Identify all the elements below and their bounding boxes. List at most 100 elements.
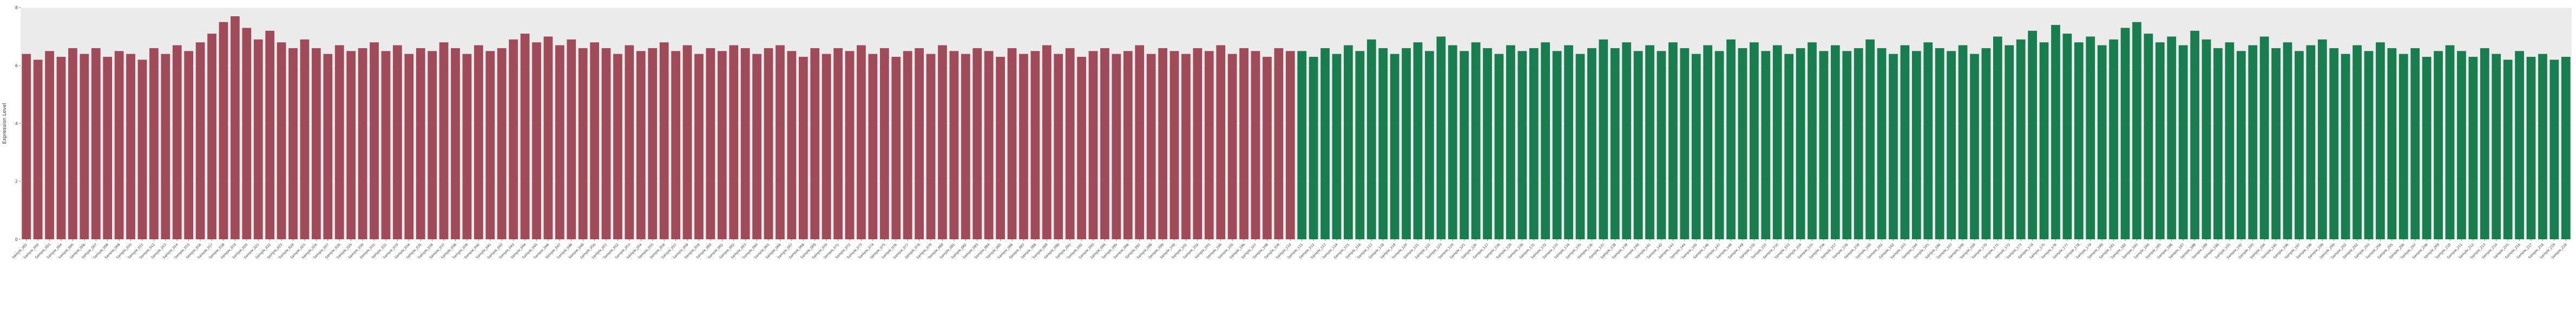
bar <box>231 16 240 240</box>
bar <box>2109 39 2118 239</box>
bar <box>2028 30 2037 240</box>
bar <box>1714 51 1724 239</box>
bar <box>810 48 820 240</box>
bar <box>2515 51 2524 239</box>
bar <box>253 39 263 239</box>
bar <box>532 42 541 239</box>
bar <box>857 45 866 240</box>
bar <box>729 45 739 240</box>
bar <box>1146 54 1156 239</box>
bar <box>1100 48 1109 240</box>
bar <box>2248 45 2258 240</box>
bar <box>2295 51 2304 239</box>
bar <box>1610 48 1620 240</box>
bar <box>2387 48 2397 240</box>
bar <box>752 54 761 239</box>
bar <box>1216 45 1226 240</box>
bar <box>2097 45 2107 240</box>
bar <box>497 48 507 240</box>
bar <box>845 51 855 239</box>
bar <box>1738 48 1747 240</box>
bar <box>1947 51 1956 239</box>
bar <box>1529 48 1539 240</box>
bar <box>1808 42 1817 239</box>
bar <box>1668 42 1678 239</box>
bar <box>312 48 321 240</box>
bar <box>1425 51 1434 239</box>
bar <box>2062 34 2072 240</box>
bar <box>891 56 901 239</box>
bar <box>822 54 831 239</box>
bar <box>33 60 43 240</box>
bar <box>2538 54 2547 239</box>
bar <box>1772 45 1782 240</box>
bar <box>926 54 936 239</box>
bar <box>2236 51 2246 239</box>
bar <box>2202 39 2211 239</box>
y-tick-label: 2 <box>15 179 18 184</box>
bar <box>717 51 727 239</box>
bar <box>2178 45 2188 240</box>
bar <box>428 51 437 239</box>
bar <box>172 45 182 240</box>
bar <box>1030 51 1040 239</box>
bar <box>659 42 669 239</box>
bar <box>1564 45 1573 240</box>
bar <box>2352 45 2362 240</box>
bar <box>2225 42 2235 239</box>
bar <box>682 45 692 240</box>
bar <box>2317 39 2327 239</box>
bar <box>671 51 680 239</box>
y-tick-label: 6 <box>15 63 18 68</box>
bar <box>1900 45 1910 240</box>
bar <box>2364 51 2374 239</box>
bar <box>2132 22 2141 239</box>
bar <box>1587 48 1596 240</box>
bar <box>2213 48 2223 240</box>
bar <box>1263 56 1272 239</box>
bar <box>996 56 1005 239</box>
bar <box>520 34 530 240</box>
bar <box>207 34 216 240</box>
bar <box>195 42 205 239</box>
bar <box>1796 48 1805 240</box>
bar <box>404 54 414 239</box>
bar <box>1784 54 1794 239</box>
bar <box>625 45 634 240</box>
bar <box>1970 54 1979 239</box>
bar <box>2341 54 2350 239</box>
bar <box>2410 48 2420 240</box>
bar <box>381 51 391 239</box>
bar <box>1726 39 1736 239</box>
bar <box>694 54 704 239</box>
bar <box>1599 39 1608 239</box>
bar <box>648 48 658 240</box>
bar <box>393 45 402 240</box>
bar <box>2561 56 2571 239</box>
bar <box>22 54 31 239</box>
bar <box>2503 60 2513 240</box>
bar <box>1819 51 1829 239</box>
bar <box>2492 54 2501 239</box>
bar <box>601 48 611 240</box>
bar <box>833 48 843 240</box>
bar <box>2190 30 2199 240</box>
bar <box>1923 42 1933 239</box>
bar <box>1169 51 1179 239</box>
bar <box>1877 48 1887 240</box>
y-tick-label: 0 <box>15 237 18 242</box>
bar <box>1204 51 1214 239</box>
bar <box>1332 54 1342 239</box>
bar <box>1007 48 1017 240</box>
bar <box>2306 45 2316 240</box>
bar <box>1239 48 1248 240</box>
bar <box>543 36 553 239</box>
bar <box>1054 54 1063 239</box>
bar <box>137 60 147 240</box>
bar <box>1575 54 1585 239</box>
bar <box>1981 48 1991 240</box>
bar <box>879 48 889 240</box>
bar <box>1703 45 1713 240</box>
